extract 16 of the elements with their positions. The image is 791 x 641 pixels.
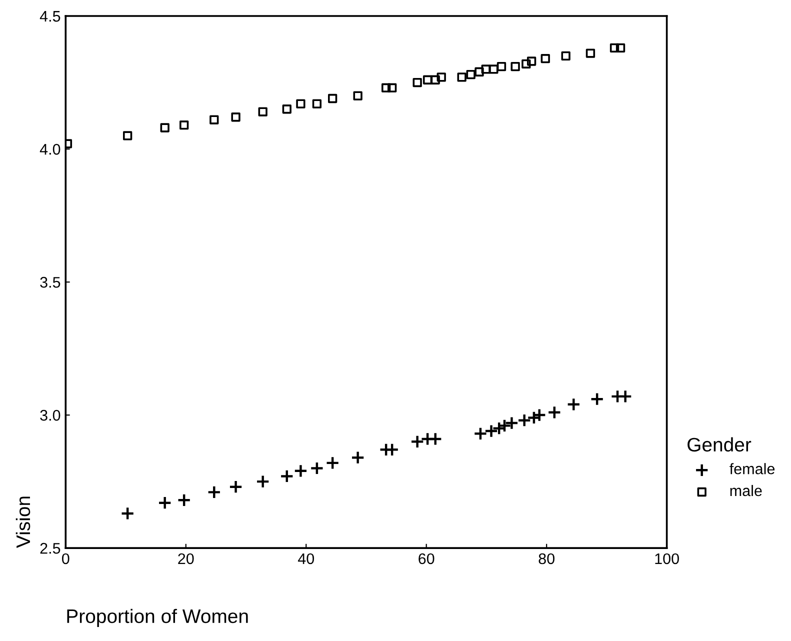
y-tick-label: 3.5 bbox=[40, 276, 60, 288]
x-tick-label: 80 bbox=[538, 553, 554, 564]
y-tick-label: 4.5 bbox=[40, 11, 60, 22]
x-axis-title: Proportion of Women bbox=[67, 608, 248, 627]
legend-label: female bbox=[730, 463, 775, 474]
y-axis-title: Vision bbox=[16, 496, 30, 548]
x-tick-label: 60 bbox=[418, 553, 434, 564]
x-tick-label: 40 bbox=[298, 553, 314, 564]
y-tick-label: 2.5 bbox=[40, 542, 60, 554]
y-tick-label: 4.0 bbox=[40, 144, 60, 155]
x-tick-label: 0 bbox=[62, 553, 70, 564]
legend-label: male bbox=[730, 484, 762, 496]
legend-title: Gender bbox=[688, 437, 752, 452]
x-tick-label: 20 bbox=[178, 553, 194, 564]
x-tick-label: 100 bbox=[655, 553, 679, 564]
y-tick-label: 3.0 bbox=[40, 410, 60, 421]
